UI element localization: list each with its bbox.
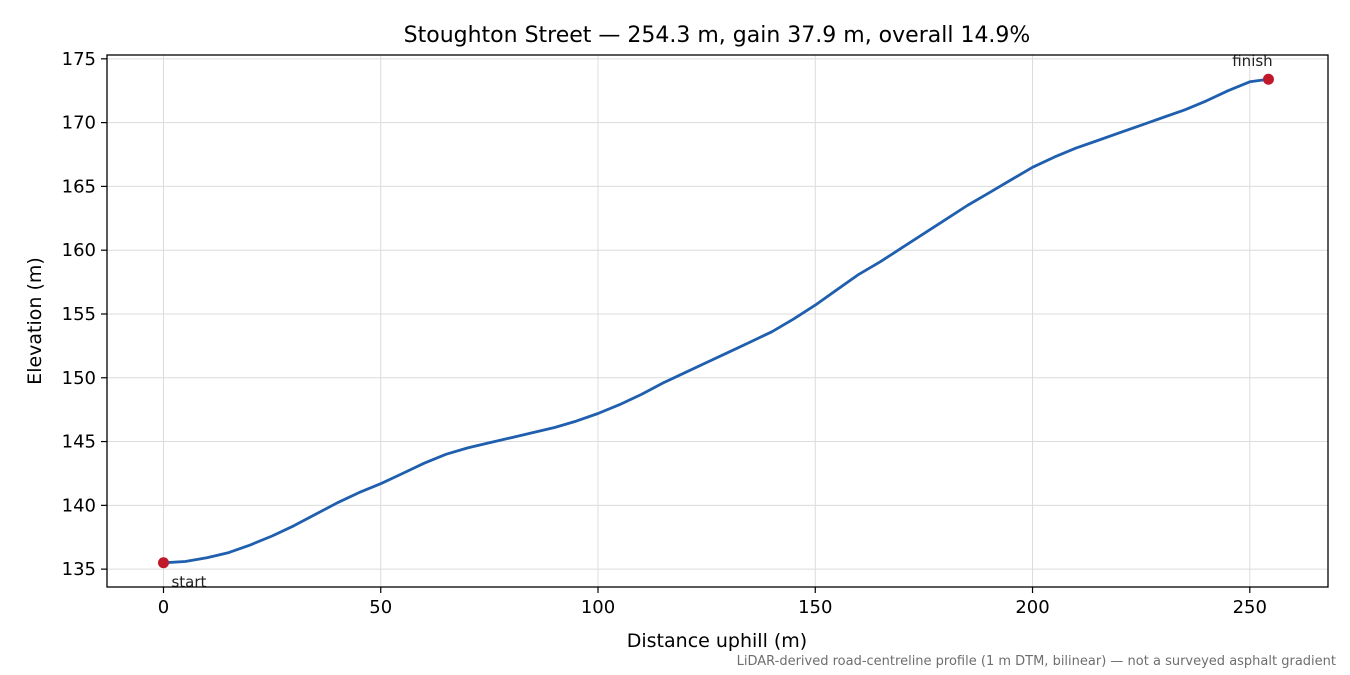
y-tick-label: 135 bbox=[62, 559, 96, 580]
y-tick-label: 160 bbox=[62, 240, 96, 261]
grid-lines bbox=[107, 55, 1328, 587]
x-tick-label: 250 bbox=[1233, 597, 1267, 618]
x-tick-label: 150 bbox=[798, 597, 832, 618]
y-tick-label: 175 bbox=[62, 49, 96, 70]
start-label: start bbox=[171, 573, 206, 591]
y-axis-label: Elevation (m) bbox=[24, 257, 46, 385]
y-tick-label: 155 bbox=[62, 304, 96, 325]
endpoint-markers: start finish bbox=[157, 52, 1274, 591]
finish-marker bbox=[1262, 73, 1274, 85]
y-tick-label: 170 bbox=[62, 113, 96, 134]
footnote: LiDAR-derived road-centreline profile (1… bbox=[737, 654, 1336, 669]
x-tick-label: 200 bbox=[1015, 597, 1049, 618]
y-tick-label: 150 bbox=[62, 368, 96, 389]
start-marker bbox=[157, 557, 169, 569]
plot-frame bbox=[106, 54, 1329, 588]
x-axis-ticks: 0 50 100 150 200 250 bbox=[158, 587, 1267, 618]
finish-label: finish bbox=[1232, 52, 1272, 70]
x-tick-label: 100 bbox=[581, 597, 615, 618]
series-layer bbox=[162, 77, 1270, 565]
y-tick-label: 140 bbox=[62, 495, 96, 516]
x-axis-label: Distance uphill (m) bbox=[627, 630, 807, 652]
y-axis-ticks: 135 140 145 150 155 160 165 170 175 bbox=[62, 49, 107, 580]
y-tick-label: 165 bbox=[62, 176, 96, 197]
x-tick-label: 50 bbox=[369, 597, 392, 618]
x-tick-label: 0 bbox=[158, 597, 169, 618]
chart-title: Stoughton Street — 254.3 m, gain 37.9 m,… bbox=[404, 23, 1031, 48]
elevation-profile-line bbox=[162, 77, 1270, 565]
y-tick-label: 145 bbox=[62, 432, 96, 453]
